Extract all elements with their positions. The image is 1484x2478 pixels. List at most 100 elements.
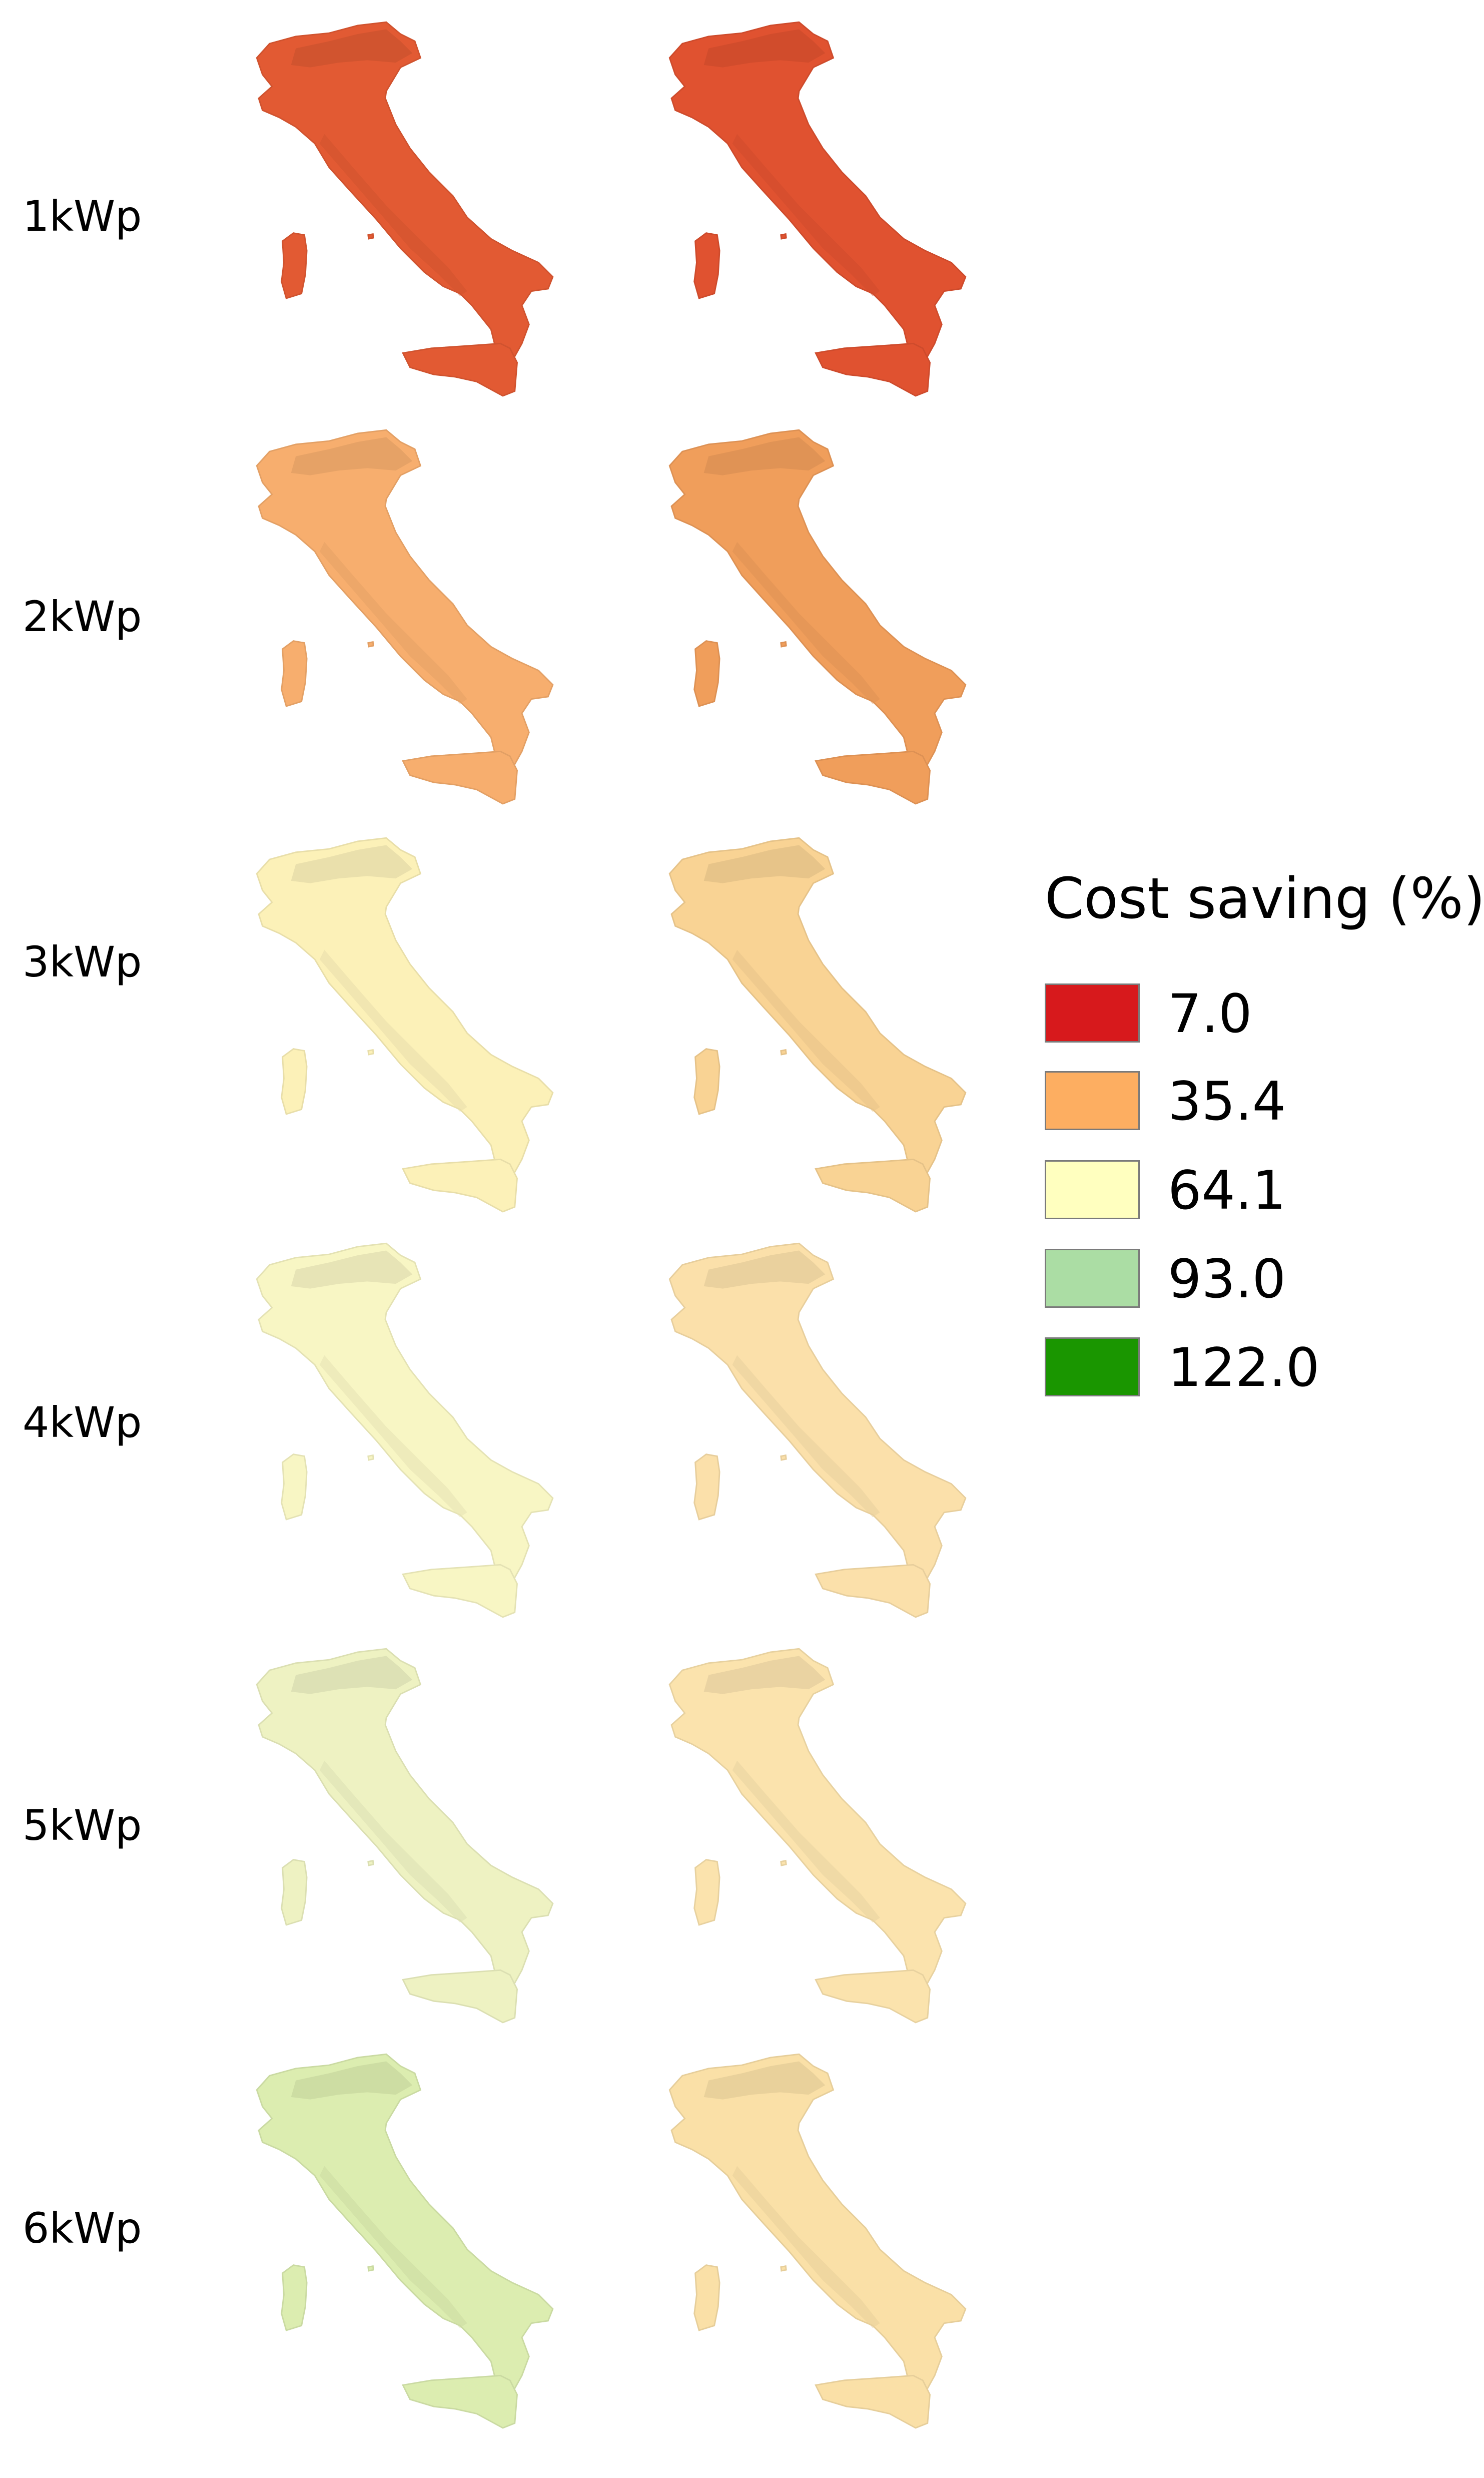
alps-shading	[291, 29, 413, 68]
map-1kwp-left	[220, 15, 590, 405]
row-label-6kwp: 6kWp	[23, 2204, 142, 2253]
apennines-shading	[319, 1355, 467, 1518]
map-4kwp-right	[633, 1236, 1003, 1627]
map-5kwp-left	[220, 1642, 590, 2032]
row-label-5kwp: 5kWp	[23, 1801, 142, 1850]
sardinia	[281, 2264, 308, 2331]
map-2kwp-left	[220, 423, 590, 813]
sardinia	[281, 232, 308, 299]
alps-shading	[291, 1656, 413, 1694]
legend-value: 122.0	[1168, 1337, 1320, 1398]
apennines-shading	[319, 542, 467, 704]
italy-mainland	[256, 21, 554, 380]
sicily	[815, 750, 931, 805]
legend-swatch	[1045, 1160, 1140, 1219]
legend-swatch	[1045, 1071, 1140, 1130]
italy-map	[256, 2053, 554, 2429]
apennines-shading	[732, 1760, 880, 1923]
legend-swatch	[1045, 1337, 1140, 1396]
alps-shading	[703, 1250, 826, 1289]
sardinia	[693, 1453, 720, 1521]
italy-mainland	[668, 429, 967, 788]
sardinia	[693, 1048, 720, 1115]
sicily	[815, 1564, 931, 1618]
sardinia	[281, 640, 308, 707]
sicily	[402, 750, 518, 805]
map-3kwp-right	[633, 831, 1003, 1221]
italy-map	[668, 2053, 967, 2429]
map-1kwp-right	[633, 15, 1003, 405]
map-6kwp-right	[633, 2047, 1003, 2437]
row-label-4kwp: 4kWp	[23, 1398, 142, 1447]
elba	[367, 2265, 374, 2272]
alps-shading	[703, 845, 826, 883]
elba	[367, 233, 374, 240]
italy-mainland	[668, 837, 967, 1196]
sicily	[815, 342, 931, 397]
italy-mainland	[668, 1648, 967, 2007]
italy-mainland	[668, 2053, 967, 2412]
apennines-shading	[319, 1760, 467, 1923]
sicily	[402, 2374, 518, 2429]
map-4kwp-left	[220, 1236, 590, 1627]
apennines-shading	[319, 949, 467, 1112]
legend-value: 7.0	[1168, 983, 1252, 1045]
sicily	[402, 1158, 518, 1213]
alps-shading	[291, 845, 413, 883]
sardinia	[281, 1048, 308, 1115]
apennines-shading	[732, 2166, 880, 2328]
sardinia	[281, 1859, 308, 1926]
sardinia	[693, 2264, 720, 2331]
legend-swatch	[1045, 983, 1140, 1043]
elba	[780, 1454, 787, 1461]
apennines-shading	[732, 1355, 880, 1518]
legend-value: 35.4	[1168, 1071, 1286, 1132]
apennines-shading	[732, 134, 880, 296]
sicily	[402, 342, 518, 397]
italy-mainland	[668, 21, 967, 380]
legend-value: 93.0	[1168, 1248, 1286, 1310]
italy-map	[256, 1648, 554, 2024]
elba	[367, 1859, 374, 1866]
alps-shading	[703, 437, 826, 475]
italy-mainland	[256, 1242, 554, 1602]
apennines-shading	[319, 134, 467, 296]
italy-mainland	[256, 1648, 554, 2007]
elba	[780, 641, 787, 648]
alps-shading	[703, 1656, 826, 1694]
apennines-shading	[732, 949, 880, 1112]
elba	[780, 1859, 787, 1866]
map-5kwp-right	[633, 1642, 1003, 2032]
map-2kwp-right	[633, 423, 1003, 813]
italy-mainland	[668, 1242, 967, 1602]
alps-shading	[291, 2061, 413, 2100]
apennines-shading	[319, 2166, 467, 2328]
alps-shading	[703, 2061, 826, 2100]
legend-value: 64.1	[1168, 1160, 1286, 1221]
sicily	[815, 2374, 931, 2429]
italy-map	[256, 21, 554, 397]
sicily	[402, 1969, 518, 2024]
italy-map	[256, 429, 554, 805]
elba	[367, 1454, 374, 1461]
map-3kwp-left	[220, 831, 590, 1221]
elba	[367, 1049, 374, 1056]
italy-map	[668, 21, 967, 397]
row-label-1kwp: 1kWp	[23, 192, 142, 241]
map-6kwp-left	[220, 2047, 590, 2437]
legend-swatch	[1045, 1249, 1140, 1308]
sardinia	[693, 232, 720, 299]
sicily	[815, 1969, 931, 2024]
italy-map	[668, 429, 967, 805]
italy-mainland	[256, 837, 554, 1196]
sicily	[815, 1158, 931, 1213]
alps-shading	[291, 437, 413, 475]
apennines-shading	[732, 542, 880, 704]
row-label-3kwp: 3kWp	[23, 937, 142, 986]
italy-map	[668, 1648, 967, 2024]
italy-map	[668, 1242, 967, 1618]
italy-mainland	[256, 2053, 554, 2412]
italy-mainland	[256, 429, 554, 788]
elba	[367, 641, 374, 648]
elba	[780, 2265, 787, 2272]
